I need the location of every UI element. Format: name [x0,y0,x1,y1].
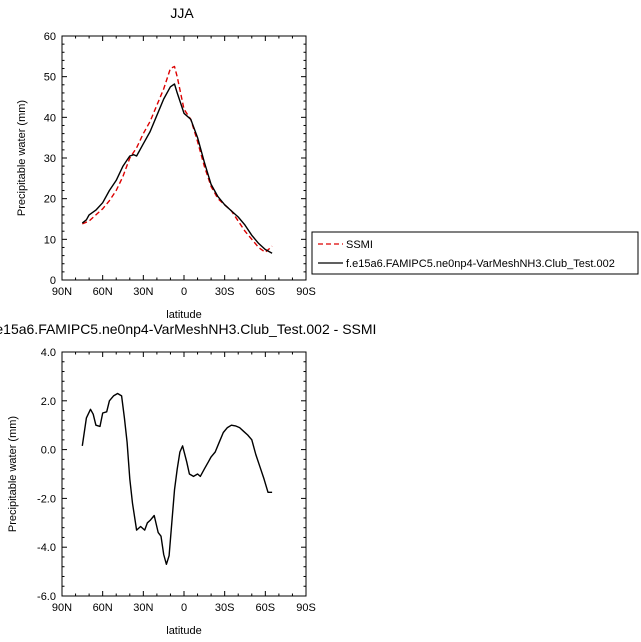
y-axis-ticks: -6.0 -4.0 -2.0 0.0 2.0 4.0 [37,347,306,603]
x-tick-label: 90N [52,286,72,298]
x-tick-label: 60N [93,602,113,614]
panel-bottom: f.e15a6.FAMIPC5.ne0np4-VarMeshNH3.Club_T… [0,321,376,637]
x-tick-label: 0 [181,602,187,614]
x-tick-label: 60S [256,286,276,298]
chart-title: f.e15a6.FAMIPC5.ne0np4-VarMeshNH3.Club_T… [0,321,376,337]
series-lines [81,65,273,254]
y-tick-label: 20 [44,194,56,206]
y-tick-label: 4.0 [41,347,56,359]
x-axis-label: latitude [166,625,201,637]
legend-label-ssmi: SSMI [346,239,373,251]
y-axis-ticks: 0 10 20 30 40 50 60 [44,31,306,287]
y-tick-label: -4.0 [37,542,56,554]
y-tick-label: 40 [44,112,56,124]
x-tick-label: 30N [133,286,153,298]
x-tick-label: 90S [296,286,316,298]
y-axis-label: Precipitable water (mm) [7,416,19,532]
y-tick-label: 2.0 [41,396,56,408]
x-tick-label: 90S [296,602,316,614]
y-tick-label: 10 [44,234,56,246]
x-tick-label: 30N [133,602,153,614]
series-line-0 [82,65,273,254]
y-tick-label: 60 [44,31,56,43]
legend-label-model: f.e15a6.FAMIPC5.ne0np4-VarMeshNH3.Club_T… [346,258,615,270]
panel-top: JJA 90N 60N 30N 0 30S 60S 90S 0 10 20 30 40 50 60 la… [16,5,316,321]
chart-title: JJA [170,5,194,21]
x-tick-label: 90N [52,602,72,614]
x-tick-label: 60S [256,602,276,614]
x-tick-label: 30S [215,286,235,298]
y-tick-label: 0.0 [41,445,56,457]
x-axis-ticks: 90N 60N 30N 0 30S 60S 90S [52,352,316,614]
y-axis-label: Precipitable water (mm) [16,100,28,216]
plot-frame [61,35,307,281]
y-tick-label: -6.0 [37,591,56,603]
plot-frame [61,351,307,597]
x-tick-label: 0 [181,286,187,298]
y-tick-label: 0 [50,275,56,287]
x-axis-label: latitude [166,309,201,321]
y-tick-label: 50 [44,72,56,84]
x-axis-ticks: 90N 60N 30N 0 30S 60S 90S [52,36,316,298]
x-tick-label: 60N [93,286,113,298]
legend-box [311,231,639,275]
y-tick-label: 30 [44,153,56,165]
x-tick-label: 30S [215,602,235,614]
series-lines [81,392,273,565]
y-tick-label: -2.0 [37,493,56,505]
series-line-0 [81,392,273,565]
series-line-1 [81,83,273,254]
legend: SSMI f.e15a6.FAMIPC5.ne0np4-VarMeshNH3.C… [311,231,639,275]
